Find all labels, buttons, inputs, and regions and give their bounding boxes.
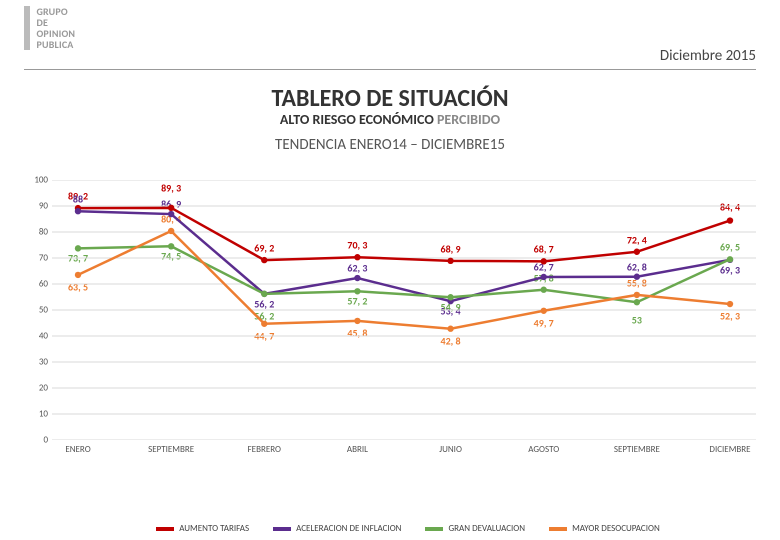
subtitle: ALTO RIESGO ECONÓMICO PERCIBIDO bbox=[0, 111, 780, 128]
logo-line: PUBLICA bbox=[36, 38, 73, 51]
y-tick-label: 80 bbox=[39, 227, 48, 238]
y-axis: 0102030405060708090100 bbox=[24, 180, 52, 440]
y-tick-label: 60 bbox=[39, 279, 48, 290]
header: GRUPO DE OPINION PUBLICA Diciembre 2015 bbox=[24, 0, 756, 70]
legend-label: MAYOR DESOCUPACION bbox=[572, 523, 660, 534]
legend: AUMENTO TARIFAS ACELERACION DE INFLACION G… bbox=[60, 523, 756, 534]
y-tick-label: 90 bbox=[39, 201, 48, 212]
plot-area: 89, 289, 369, 270, 368, 968, 772, 484, 4… bbox=[52, 180, 756, 440]
legend-label: ACELERACION DE INFLACION bbox=[296, 523, 401, 534]
legend-label: AUMENTO TARIFAS bbox=[179, 523, 249, 534]
legend-swatch bbox=[273, 527, 291, 531]
x-tick-label: ABRIL bbox=[347, 444, 368, 455]
tendencia: TENDENCIA ENERO14 – DICIEMBRE15 bbox=[0, 136, 780, 154]
y-tick-label: 40 bbox=[39, 331, 48, 342]
legend-swatch bbox=[425, 527, 443, 531]
y-tick-label: 30 bbox=[39, 357, 48, 368]
legend-item: AUMENTO TARIFAS bbox=[156, 523, 249, 534]
logo-bar bbox=[24, 6, 30, 50]
x-tick-label: ENERO bbox=[65, 444, 90, 455]
legend-label: GRAN DEVALUACION bbox=[448, 523, 525, 534]
x-tick-label: DICIEMBRE bbox=[709, 444, 750, 455]
chart: 0102030405060708090100 89, 289, 369, 270… bbox=[24, 180, 756, 480]
legend-swatch bbox=[156, 527, 174, 531]
header-date: Diciembre 2015 bbox=[660, 47, 756, 65]
subtitle-light: PERCIBIDO bbox=[437, 111, 500, 128]
titles: TABLERO DE SITUACIÓN ALTO RIESGO ECONÓMI… bbox=[0, 84, 780, 154]
y-tick-label: 10 bbox=[39, 409, 48, 420]
y-tick-label: 0 bbox=[43, 435, 48, 446]
legend-swatch bbox=[549, 527, 567, 531]
x-tick-label: AGOSTO bbox=[528, 444, 559, 455]
y-tick-label: 100 bbox=[34, 175, 48, 186]
x-tick-label: SEPTIEMBRE bbox=[148, 444, 194, 455]
x-axis: ENERO SEPTIEMBRE FEBRERO ABRIL JUNIO AGOSTO SE… bbox=[52, 444, 756, 460]
subtitle-bold: ALTO RIESGO ECONÓMICO bbox=[280, 111, 434, 128]
y-tick-label: 20 bbox=[39, 383, 48, 394]
y-tick-label: 70 bbox=[39, 253, 48, 264]
legend-item: GRAN DEVALUACION bbox=[425, 523, 525, 534]
legend-item: ACELERACION DE INFLACION bbox=[273, 523, 401, 534]
logo: GRUPO DE OPINION PUBLICA bbox=[24, 6, 75, 50]
y-tick-label: 50 bbox=[39, 305, 48, 316]
x-tick-label: FEBRERO bbox=[248, 444, 281, 455]
x-tick-label: SEPTIEMBRE bbox=[614, 444, 660, 455]
legend-item: MAYOR DESOCUPACION bbox=[549, 523, 660, 534]
x-tick-label: JUNIO bbox=[439, 444, 462, 455]
main-title: TABLERO DE SITUACIÓN bbox=[0, 84, 780, 113]
